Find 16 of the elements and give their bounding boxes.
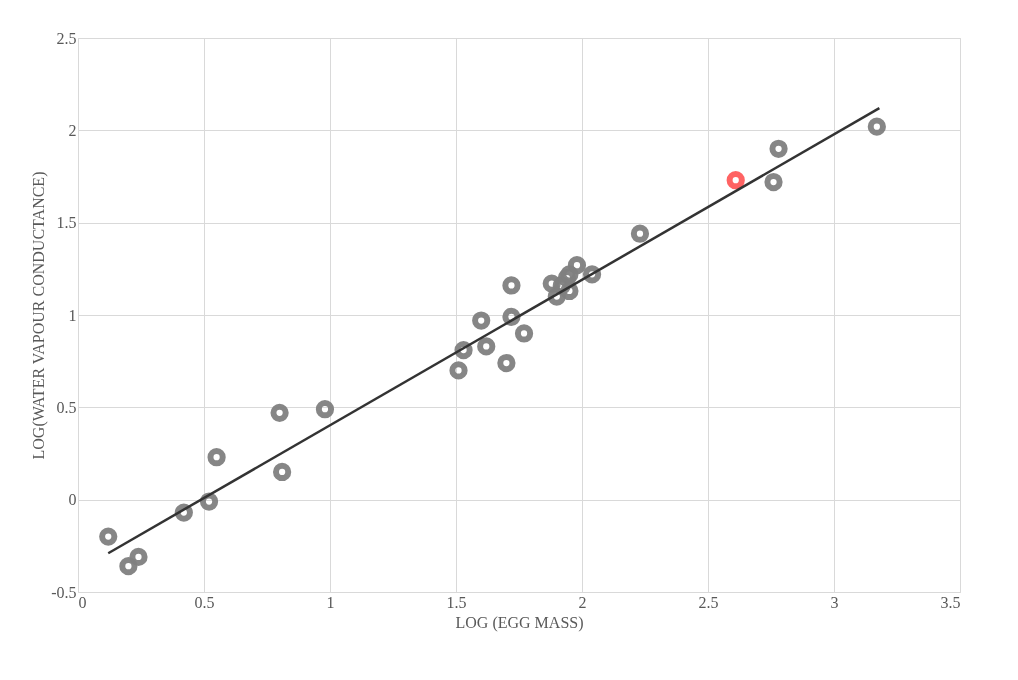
x-tick-label: 2.5 [698, 593, 719, 611]
x-tick-label: 1 [326, 593, 335, 611]
y-tick-label: 2.5 [56, 29, 77, 47]
y-tick-label: 0 [68, 491, 77, 509]
y-tick-label: 0.5 [56, 398, 77, 416]
x-tick-label: 3 [830, 593, 839, 611]
x-tick-label: 2 [578, 593, 587, 611]
y-tick-label: 1.5 [56, 214, 77, 232]
y-tick-label: 1 [68, 306, 77, 324]
x-tick-label: 0.5 [194, 593, 215, 611]
x-tick-label: 3.5 [940, 593, 961, 611]
x-axis-title: LOG (EGG MASS) [455, 613, 584, 632]
y-axis-title: LOG(WATER VAPOUR CONDUCTANCE) [30, 171, 49, 460]
y-tick-label: -0.5 [51, 583, 77, 601]
x-tick-label: 1.5 [446, 593, 467, 611]
y-tick-label: 2 [68, 121, 77, 139]
